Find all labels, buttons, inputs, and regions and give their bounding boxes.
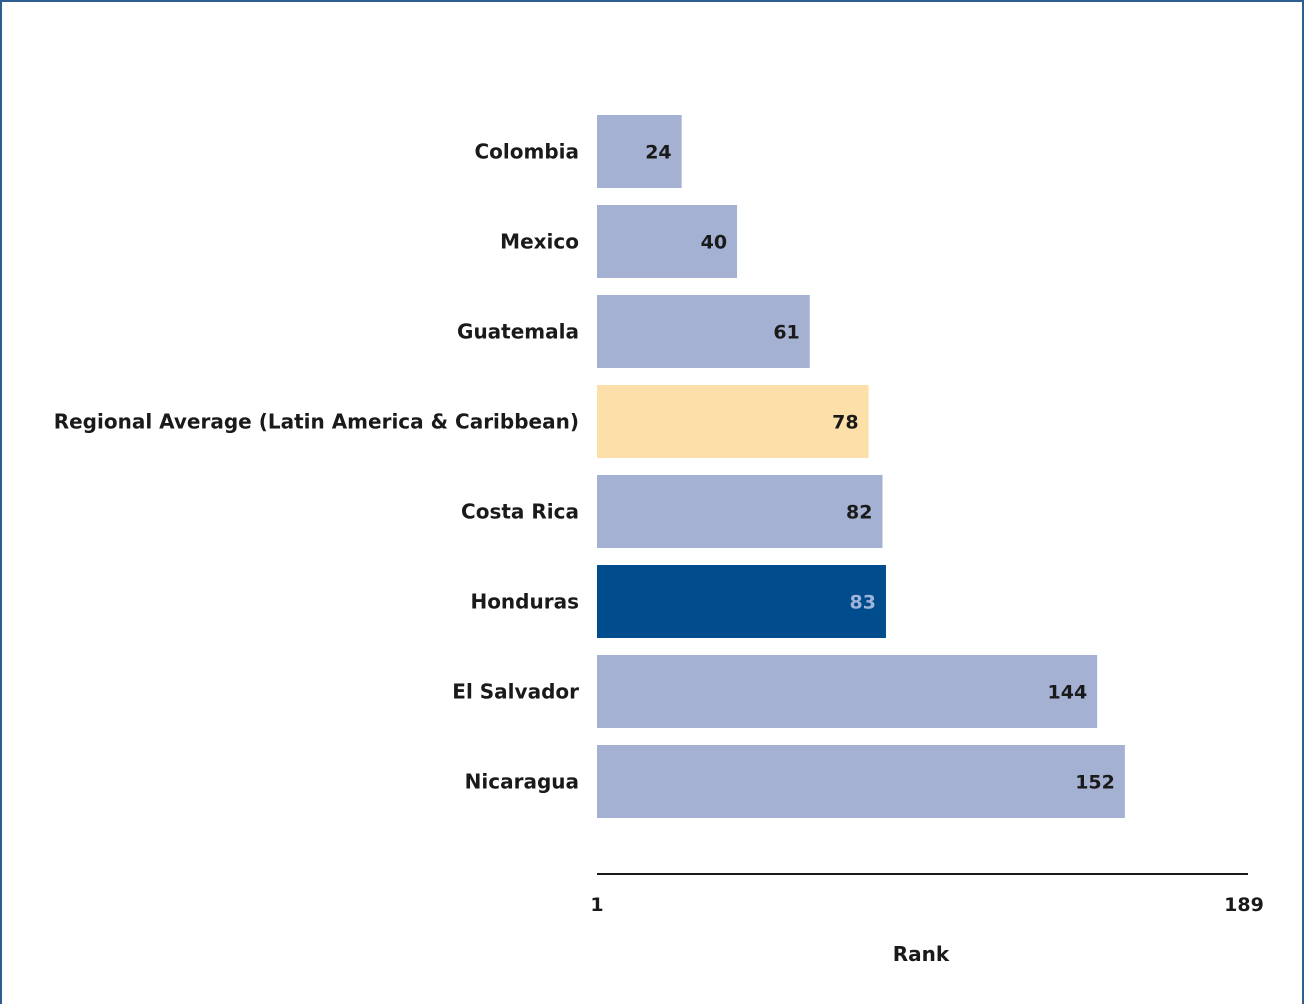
value-label: 83	[849, 592, 875, 614]
category-label: Colombia	[474, 140, 579, 164]
value-labels: 24 40 61 78 82 83 144 152	[645, 142, 1115, 794]
value-label: 152	[1075, 772, 1115, 794]
bar-mexico	[597, 205, 738, 278]
value-label: 144	[1048, 682, 1088, 704]
category-label: Nicaragua	[465, 770, 579, 794]
bar-regional-average-latin-america-caribbean	[597, 385, 869, 458]
category-label: Costa Rica	[461, 500, 579, 524]
bar-costa-rica	[597, 475, 883, 548]
x-tick-label-min: 1	[590, 894, 603, 916]
value-label: 61	[773, 322, 799, 344]
category-label: Mexico	[500, 230, 579, 254]
category-label: El Salvador	[452, 680, 579, 704]
bar-guatemala	[597, 295, 810, 368]
x-axis-title: Rank	[893, 942, 950, 966]
value-label: 40	[701, 232, 727, 254]
category-label: Guatemala	[457, 320, 579, 344]
bars-group	[597, 115, 1125, 818]
value-label: 24	[645, 142, 671, 164]
x-tick-label-max: 189	[1224, 894, 1264, 916]
category-label: Honduras	[470, 590, 579, 614]
bar-honduras	[597, 565, 886, 638]
category-label: Regional Average (Latin America & Caribb…	[54, 410, 579, 434]
bar-el-salvador	[597, 655, 1098, 728]
value-label: 78	[832, 412, 858, 434]
value-label: 82	[846, 502, 872, 524]
category-labels: Colombia Mexico Guatemala Regional Average …	[54, 140, 579, 794]
bar-nicaragua	[597, 745, 1125, 818]
bar-colombia	[597, 115, 682, 188]
